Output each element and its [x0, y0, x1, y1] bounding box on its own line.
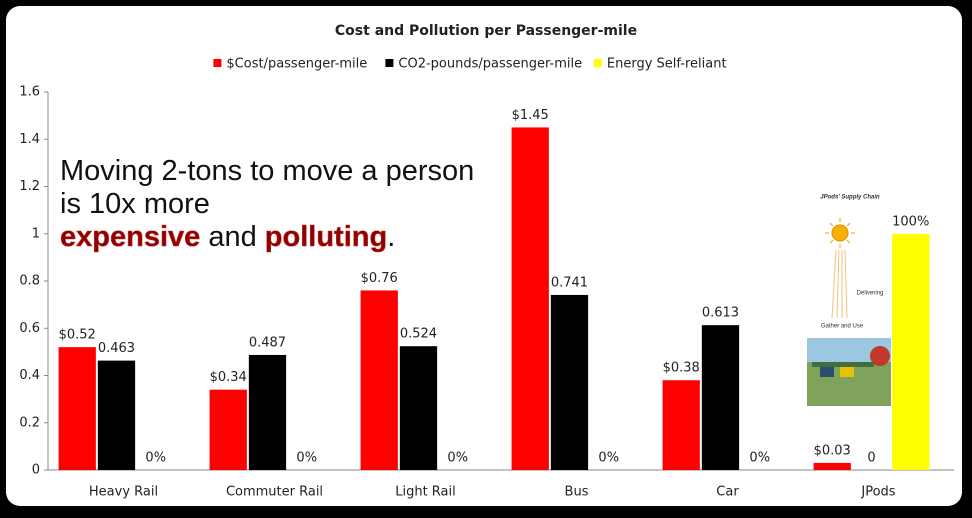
inset-pod: [840, 367, 854, 377]
legend-swatch: [385, 59, 394, 67]
bar: [511, 127, 549, 470]
value-label: 0%: [296, 451, 317, 466]
legend-swatch: [593, 59, 602, 67]
x-tick-label: Heavy Rail: [89, 485, 158, 500]
sun-rays: [825, 218, 855, 248]
sun: [831, 224, 849, 242]
value-label: 0: [867, 451, 875, 466]
y-tick-label: 0.2: [19, 415, 40, 430]
y-tick-label: 0.8: [19, 274, 40, 289]
value-label: 0%: [598, 451, 619, 466]
value-label: 0.741: [551, 275, 588, 290]
inset-rail: [812, 362, 874, 367]
value-label: $0.03: [814, 443, 851, 458]
legend-label: CO2-pounds/passenger-mile: [398, 57, 582, 72]
inset: JPods' Supply Chain Delivering Gather an…: [806, 188, 894, 410]
chart-title: Cost and Pollution per Passenger-mile: [335, 23, 637, 39]
value-label: $1.45: [512, 108, 549, 123]
bar: [701, 325, 740, 470]
bar: [399, 346, 438, 470]
legend-label: Energy Self-reliant: [607, 57, 727, 72]
bar: [209, 389, 247, 470]
y-tick-label: 1.4: [19, 132, 40, 147]
x-tick-label: Light Rail: [395, 485, 456, 500]
value-label: 100%: [892, 214, 929, 229]
annotation-emphasis: expensive: [60, 221, 200, 253]
bar: [892, 233, 930, 470]
bar: [813, 462, 851, 470]
value-label: 0%: [145, 451, 166, 466]
inset-pod: [820, 367, 834, 377]
legend-swatch: [213, 59, 222, 67]
annotation-emphasis: polluting: [265, 221, 387, 253]
value-label: $0.34: [210, 370, 247, 385]
bar: [97, 360, 136, 470]
y-tick-label: 1: [32, 226, 40, 241]
x-tick-label: Commuter Rail: [226, 485, 323, 500]
bar: [360, 290, 398, 470]
value-label: 0.524: [400, 327, 437, 342]
bar: [248, 354, 287, 470]
inset-label: Gather and Use: [821, 324, 864, 330]
annotation: .: [387, 221, 395, 253]
y-tick-label: 1.6: [19, 85, 40, 100]
inset-label: Delivering: [857, 291, 884, 297]
y-tick-label: 0: [32, 463, 40, 478]
x-tick-label: Car: [716, 485, 739, 500]
annotation: is 10x more: [60, 188, 210, 220]
value-label: 0.463: [98, 341, 135, 356]
light-beams: [831, 249, 848, 319]
value-label: $0.38: [663, 361, 700, 376]
value-label: $0.52: [59, 328, 96, 343]
annotation: and: [208, 221, 256, 253]
annotation: Moving 2-tons to move a person: [60, 155, 474, 187]
value-label: 0%: [749, 451, 770, 466]
x-tick-label: JPods: [860, 485, 895, 500]
y-tick-label: 1.2: [19, 179, 40, 194]
y-tick-label: 0.6: [19, 321, 40, 336]
inset-title: JPods' Supply Chain: [820, 195, 880, 201]
bar: [58, 347, 96, 470]
bar: [550, 294, 589, 470]
value-label: 0.613: [702, 306, 739, 321]
legend-label: $Cost/passenger-mile: [226, 57, 367, 72]
value-label: 0%: [447, 451, 468, 466]
x-tick-label: Bus: [565, 485, 589, 500]
inset-tree: [870, 346, 890, 366]
value-label: $0.76: [361, 271, 398, 286]
bar: [662, 380, 700, 470]
value-label: 0.487: [249, 335, 286, 350]
annotation: expensive and polluting.: [60, 221, 395, 253]
y-tick-label: 0.4: [19, 368, 40, 383]
